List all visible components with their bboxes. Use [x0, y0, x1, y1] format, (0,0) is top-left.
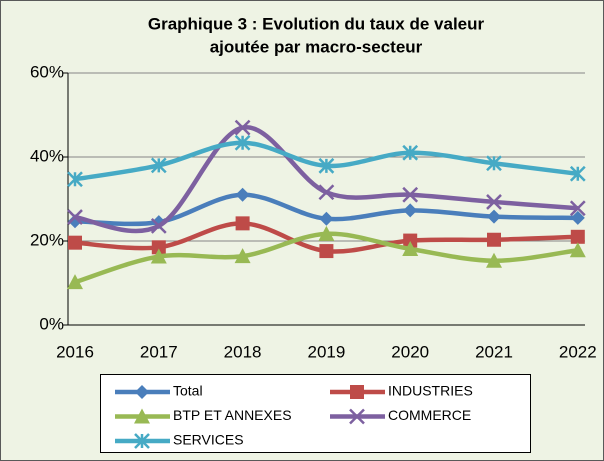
marker [234, 134, 251, 151]
marker [403, 233, 418, 248]
legend-label: Total [173, 383, 203, 399]
x-tick-label: 2022 [559, 342, 597, 361]
marker [318, 184, 335, 201]
marker [570, 229, 585, 244]
x-tick-label: 2018 [224, 342, 262, 361]
legend-box [100, 374, 531, 453]
legend-label: INDUSTRIES [388, 383, 473, 399]
marker [235, 216, 250, 231]
y-tick-label: 0% [39, 314, 64, 333]
marker [486, 155, 502, 172]
marker [318, 157, 335, 174]
marker [570, 210, 585, 225]
marker [318, 225, 335, 241]
marker [150, 217, 167, 234]
marker [319, 211, 334, 226]
marker [134, 408, 150, 424]
marker [319, 244, 334, 259]
marker [135, 385, 149, 399]
marker [487, 209, 501, 224]
chart-title: ajoutée par macro-secteur [210, 37, 423, 56]
marker [487, 232, 501, 247]
y-tick-label: 20% [30, 230, 64, 249]
y-tick-label: 60% [30, 62, 64, 81]
x-tick-label: 2019 [307, 342, 345, 361]
marker [150, 157, 167, 174]
marker [68, 235, 82, 250]
marker [234, 119, 251, 136]
x-tick-label: 2017 [140, 342, 178, 361]
legend-label: BTP ET ANNEXES [173, 407, 292, 423]
marker [67, 274, 83, 290]
marker [402, 240, 419, 256]
marker [569, 165, 586, 182]
marker [151, 240, 166, 255]
legend-label: SERVICES [173, 432, 244, 448]
marker [150, 248, 167, 264]
marker [67, 171, 83, 188]
marker [569, 242, 586, 258]
marker [402, 144, 419, 161]
y-tick-label: 40% [30, 146, 64, 165]
marker [402, 186, 419, 203]
x-tick-label: 2020 [391, 342, 429, 361]
marker [486, 194, 502, 210]
x-tick-label: 2016 [56, 342, 94, 361]
legend-label: COMMERCE [388, 407, 471, 423]
chart-title: Graphique 3 : Evolution du taux de valeu… [148, 14, 485, 33]
marker [350, 385, 364, 399]
marker [234, 248, 251, 264]
marker [67, 209, 83, 225]
marker [403, 203, 418, 218]
marker [486, 252, 502, 268]
marker [235, 187, 250, 202]
marker [569, 200, 586, 217]
x-tick-label: 2021 [475, 342, 513, 361]
marker [349, 408, 365, 425]
marker [134, 433, 150, 449]
